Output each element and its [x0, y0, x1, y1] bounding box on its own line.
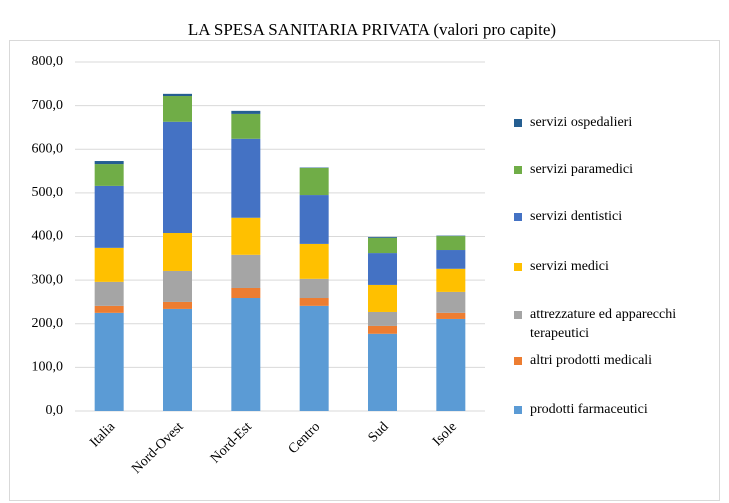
x-tick-label: Isole [430, 419, 460, 449]
bar-segment [436, 250, 466, 269]
legend-swatch [514, 263, 522, 271]
bar-segment [436, 268, 466, 292]
bar-segment [436, 236, 466, 251]
bar-segment [163, 96, 192, 122]
bar-segment [368, 284, 397, 312]
bar-segment [94, 312, 124, 411]
bar-segment [231, 110, 261, 114]
legend-swatch [514, 311, 522, 319]
y-tick-label: 800,0 [32, 54, 64, 69]
bar-segment [231, 298, 261, 411]
bar-segment [299, 195, 329, 244]
legend-swatch [514, 406, 522, 414]
x-tick-label: Centro [286, 419, 324, 457]
x-tick-label: Nord-Est [208, 419, 255, 466]
x-tick-label: Sud [366, 419, 392, 445]
bar-segment [436, 291, 466, 313]
bar-segment [368, 325, 397, 334]
bar-segment [299, 298, 329, 306]
bar-segment [231, 287, 261, 299]
bar-segment [231, 217, 261, 255]
bar-segment [94, 164, 124, 186]
bar-segment [299, 305, 329, 411]
bar-segment [299, 168, 329, 196]
bar-segment [94, 281, 124, 306]
legend-label: servizi dentistici [530, 209, 623, 224]
bar-segment [94, 161, 124, 165]
bar-segment [163, 308, 192, 411]
chart-title: LA SPESA SANITARIA PRIVATA (valori pro c… [188, 20, 556, 39]
legend-label: servizi ospedalieri [530, 115, 633, 130]
y-tick-label: 400,0 [32, 229, 64, 244]
bar-segment [368, 311, 397, 326]
bar-segment [299, 278, 329, 299]
y-tick-label: 500,0 [32, 185, 64, 200]
bar-segment [94, 185, 124, 248]
y-tick-label: 200,0 [32, 316, 64, 331]
bar-segment [299, 243, 329, 279]
bar-segment [368, 253, 397, 285]
y-tick-label: 600,0 [32, 141, 64, 156]
bar-segment [163, 233, 192, 271]
chart-frame [9, 40, 720, 501]
bar-segment [163, 270, 192, 302]
legend-label: attrezzature ed apparecchi terapeutici [530, 307, 677, 341]
bar-segment [368, 236, 397, 238]
bar-segment [231, 113, 261, 139]
bar-segment [163, 93, 192, 97]
bar-segment [436, 312, 466, 319]
legend-label: prodotti farmaceutici [530, 402, 648, 417]
legend-label: servizi paramedici [530, 162, 634, 177]
bar-segment [94, 305, 124, 313]
bar-segment [436, 318, 466, 411]
legend-swatch [514, 166, 522, 174]
x-tick-label: Nord-Ovest [129, 419, 186, 476]
bar-segment [231, 138, 261, 218]
bar-segment [231, 254, 261, 288]
bar-segment [163, 301, 192, 309]
y-tick-label: 100,0 [32, 360, 64, 375]
legend-swatch [514, 213, 522, 221]
legend-label: servizi medici [530, 259, 609, 274]
y-tick-label: 700,0 [32, 98, 64, 113]
legend-swatch [514, 357, 522, 365]
bar-segment [368, 237, 397, 254]
legend-swatch [514, 119, 522, 127]
bar-segment [163, 121, 192, 234]
x-tick-label: Italia [87, 419, 118, 450]
bar-segment [368, 333, 397, 411]
legend-label: altri prodotti medicali [530, 353, 653, 368]
y-tick-label: 300,0 [32, 272, 64, 287]
y-tick-label: 0,0 [46, 403, 64, 418]
bar-segment [94, 247, 124, 282]
